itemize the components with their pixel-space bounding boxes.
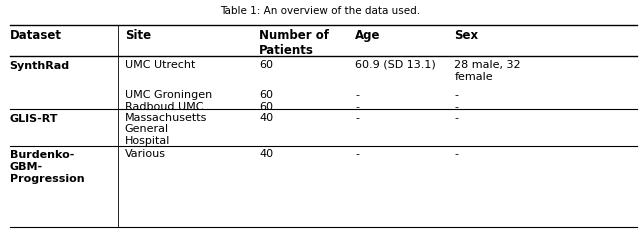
Text: UMC Groningen: UMC Groningen bbox=[125, 90, 212, 101]
Text: Burdenko-
GBM-
Progression: Burdenko- GBM- Progression bbox=[10, 150, 84, 184]
Text: Age: Age bbox=[355, 29, 381, 42]
Text: -: - bbox=[355, 149, 359, 159]
Text: Radboud UMC: Radboud UMC bbox=[125, 102, 204, 112]
Text: 40: 40 bbox=[259, 149, 273, 159]
Text: -: - bbox=[454, 90, 458, 101]
Text: SynthRad: SynthRad bbox=[10, 61, 70, 71]
Text: -: - bbox=[355, 102, 359, 112]
Text: UMC Utrecht: UMC Utrecht bbox=[125, 60, 195, 70]
Text: GLIS-RT: GLIS-RT bbox=[10, 114, 58, 124]
Text: Massachusetts
General
Hospital: Massachusetts General Hospital bbox=[125, 113, 207, 146]
Text: -: - bbox=[355, 113, 359, 123]
Text: -: - bbox=[454, 113, 458, 123]
Text: 60: 60 bbox=[259, 60, 273, 70]
Text: -: - bbox=[454, 149, 458, 159]
Text: Site: Site bbox=[125, 29, 151, 42]
Text: 60: 60 bbox=[259, 90, 273, 101]
Text: 60: 60 bbox=[259, 102, 273, 112]
Text: 60.9 (SD 13.1): 60.9 (SD 13.1) bbox=[355, 60, 436, 70]
Text: 28 male, 32
female: 28 male, 32 female bbox=[454, 60, 521, 82]
Text: Dataset: Dataset bbox=[10, 29, 61, 42]
Text: Number of
Patients: Number of Patients bbox=[259, 29, 329, 57]
Text: Table 1: An overview of the data used.: Table 1: An overview of the data used. bbox=[220, 6, 420, 16]
Text: Various: Various bbox=[125, 149, 166, 159]
Text: Sex: Sex bbox=[454, 29, 479, 42]
Text: -: - bbox=[454, 102, 458, 112]
Text: 40: 40 bbox=[259, 113, 273, 123]
Text: -: - bbox=[355, 90, 359, 101]
